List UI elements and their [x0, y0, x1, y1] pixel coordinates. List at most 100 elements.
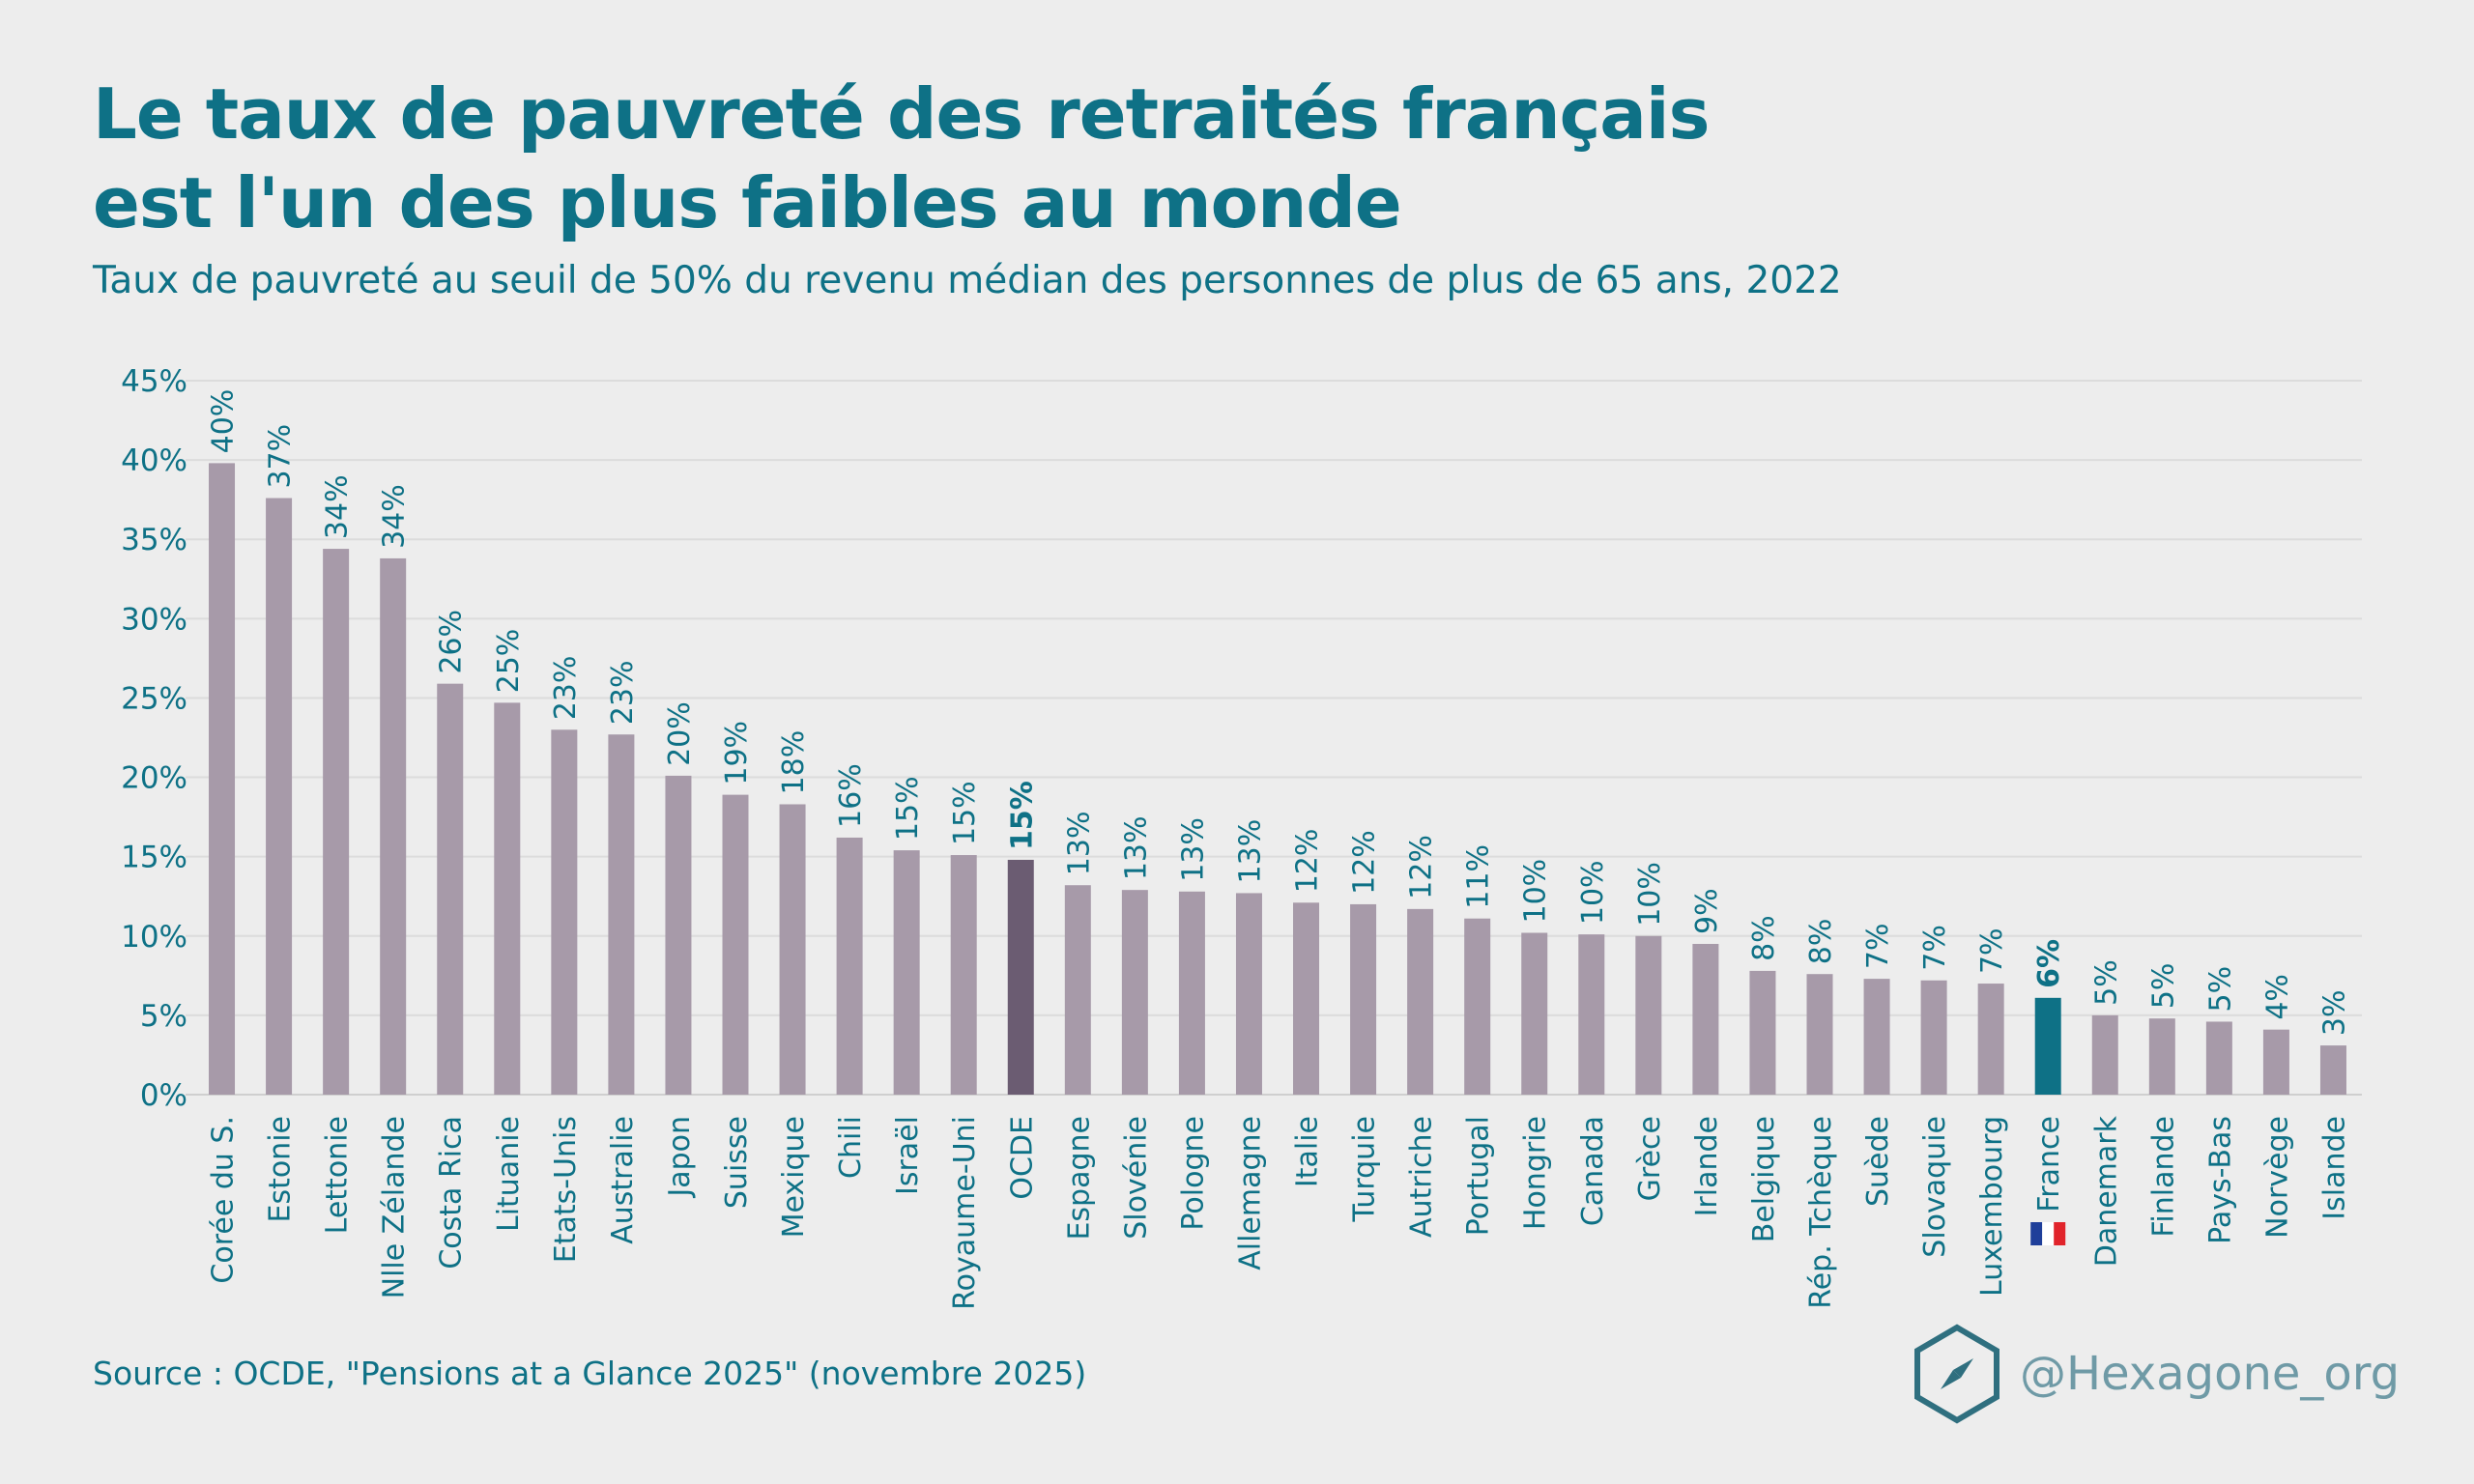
x-label-italie: Italie	[1291, 1116, 1325, 1187]
x-label-irlande: Irlande	[1690, 1116, 1724, 1216]
bar-rep-tcheque[interactable]	[1806, 974, 1833, 1095]
y-tick-label: 45%	[121, 364, 187, 399]
chart-title: Le taux de pauvreté des retraités frança…	[93, 70, 1710, 247]
bar-lituanie[interactable]	[494, 702, 521, 1095]
x-label-belgique: Belgique	[1747, 1116, 1781, 1242]
bar-islande[interactable]	[2319, 1045, 2346, 1095]
bar-irlande[interactable]	[1692, 943, 1719, 1095]
x-label-ocde: OCDE	[1005, 1116, 1039, 1200]
brand-signature[interactable]: @Hexagone_org	[1912, 1324, 2400, 1424]
bar-slovenie[interactable]	[1121, 890, 1148, 1095]
bar-luxembourg[interactable]	[1977, 984, 2004, 1095]
value-label-pologne: 13%	[1176, 817, 1210, 882]
x-label-royaume-uni: Royaume-Uni	[948, 1116, 982, 1310]
x-label-canada: Canada	[1576, 1116, 1610, 1226]
bar-lettonie[interactable]	[323, 549, 350, 1095]
value-label-turquie: 12%	[1348, 830, 1382, 895]
value-label-slovenie: 13%	[1119, 815, 1153, 880]
value-label-hongrie: 10%	[1519, 859, 1553, 924]
bar-israel[interactable]	[893, 850, 920, 1095]
bar-danemark[interactable]	[2091, 1014, 2118, 1095]
bar-australie[interactable]	[608, 734, 635, 1095]
bar-japon[interactable]	[665, 775, 692, 1095]
bar-mexique[interactable]	[779, 804, 806, 1095]
value-label-pays-bas: 5%	[2203, 966, 2237, 1013]
bar-autriche[interactable]	[1407, 908, 1434, 1095]
source-note: Source : OCDE, "Pensions at a Glance 202…	[93, 1355, 1087, 1392]
x-label-pays-bas: Pays-Bas	[2203, 1116, 2237, 1244]
value-label-allemagne: 13%	[1233, 819, 1267, 884]
x-label-allemagne: Allemagne	[1233, 1116, 1267, 1270]
x-label-costa-rica: Costa Rica	[435, 1116, 469, 1270]
x-axis-category-labels: Corée du S. Estonie Lettonie Nlle Zélande Co…	[207, 1115, 2352, 1309]
chart-title-line-1: Le taux de pauvreté des retraités frança…	[93, 73, 1710, 155]
x-label-japon: Japon	[663, 1116, 697, 1199]
bar-pays-bas[interactable]	[2205, 1021, 2232, 1095]
x-label-slovaquie: Slovaquie	[1918, 1116, 1952, 1258]
x-label-rep-tcheque: Rép. Tchèque	[1804, 1116, 1838, 1309]
value-label-belgique: 8%	[1747, 915, 1781, 961]
bar-allemagne[interactable]	[1235, 893, 1262, 1095]
bar-slovaquie[interactable]	[1920, 980, 1947, 1095]
chart-subtitle: Taux de pauvreté au seuil de 50% du reve…	[93, 259, 1842, 302]
flag-blue	[2030, 1222, 2043, 1245]
x-label-lettonie: Lettonie	[321, 1116, 355, 1234]
bar-royaume-uni[interactable]	[950, 855, 977, 1095]
bar-italie[interactable]	[1293, 902, 1320, 1095]
bar-finlande[interactable]	[2148, 1018, 2175, 1095]
value-label-suisse: 19%	[720, 721, 754, 785]
value-label-islande: 3%	[2317, 989, 2351, 1036]
x-label-portugal: Portugal	[1462, 1116, 1496, 1236]
bar-espagne[interactable]	[1064, 885, 1091, 1095]
bar-coree-du-s[interactable]	[209, 463, 236, 1095]
value-label-france: 6%	[2032, 939, 2066, 988]
value-label-suede: 7%	[1861, 924, 1895, 970]
value-label-danemark: 5%	[2089, 959, 2123, 1006]
bar-ocde[interactable]	[1007, 859, 1034, 1095]
value-label-slovaquie: 7%	[1918, 925, 1952, 971]
value-label-lituanie: 25%	[492, 629, 526, 694]
x-label-autriche: Autriche	[1405, 1116, 1439, 1238]
bar-france[interactable]	[2034, 997, 2061, 1095]
value-label-ocde: 15%	[1005, 781, 1039, 850]
y-tick-label: 15%	[121, 841, 187, 875]
chart-title-line-2: est l'un des plus faibles au monde	[93, 162, 1402, 243]
bar-canada[interactable]	[1578, 934, 1605, 1095]
x-label-norvege: Norvège	[2260, 1116, 2294, 1239]
x-label-france: France	[2032, 1116, 2066, 1213]
value-label-irlande: 9%	[1690, 888, 1724, 934]
bar-estonie[interactable]	[266, 498, 293, 1095]
bar-suede[interactable]	[1863, 979, 1890, 1095]
value-label-australie: 23%	[606, 661, 640, 726]
bar-belgique[interactable]	[1749, 970, 1776, 1095]
value-label-grece: 10%	[1633, 862, 1667, 927]
value-labels: 40% 37% 34% 34% 26% 25% 23% 23% 20% 19% 18% 16% 15% 1…	[207, 389, 2352, 1036]
x-label-estonie: Estonie	[264, 1116, 298, 1223]
grid-lines	[186, 380, 2362, 1096]
twitter-handle[interactable]: @Hexagone_org	[2020, 1347, 2401, 1401]
bar-pologne[interactable]	[1178, 891, 1205, 1095]
bar-chart: 0% 5% 10% 15% 20% 25% 30% 35% 40% 45% 40% 37% 34% 34…	[121, 364, 2362, 1310]
x-label-mexique: Mexique	[777, 1116, 811, 1238]
bar-portugal[interactable]	[1464, 918, 1491, 1095]
bar-hongrie[interactable]	[1521, 932, 1548, 1095]
value-label-coree-du-s: 40%	[207, 389, 241, 454]
bar-turquie[interactable]	[1350, 903, 1377, 1095]
bar-chili[interactable]	[836, 837, 863, 1095]
y-tick-label: 30%	[121, 602, 187, 637]
y-tick-label: 20%	[121, 761, 187, 796]
bar-suisse[interactable]	[722, 794, 749, 1095]
x-label-slovenie: Slovénie	[1119, 1116, 1153, 1240]
bar-etats-unis[interactable]	[551, 729, 578, 1095]
bar-norvege[interactable]	[2262, 1029, 2289, 1095]
y-tick-label: 10%	[121, 920, 187, 955]
x-label-etats-unis: Etats-Unis	[549, 1116, 583, 1263]
bar-grece[interactable]	[1635, 935, 1662, 1095]
value-label-norvege: 4%	[2260, 974, 2294, 1020]
x-label-turquie: Turquie	[1348, 1116, 1382, 1222]
bar-costa-rica[interactable]	[437, 683, 464, 1095]
bars	[209, 463, 2346, 1095]
compass-hexagon-icon	[1914, 1324, 1999, 1424]
bar-nlle-zelande[interactable]	[380, 557, 407, 1095]
x-label-australie: Australie	[606, 1116, 640, 1244]
